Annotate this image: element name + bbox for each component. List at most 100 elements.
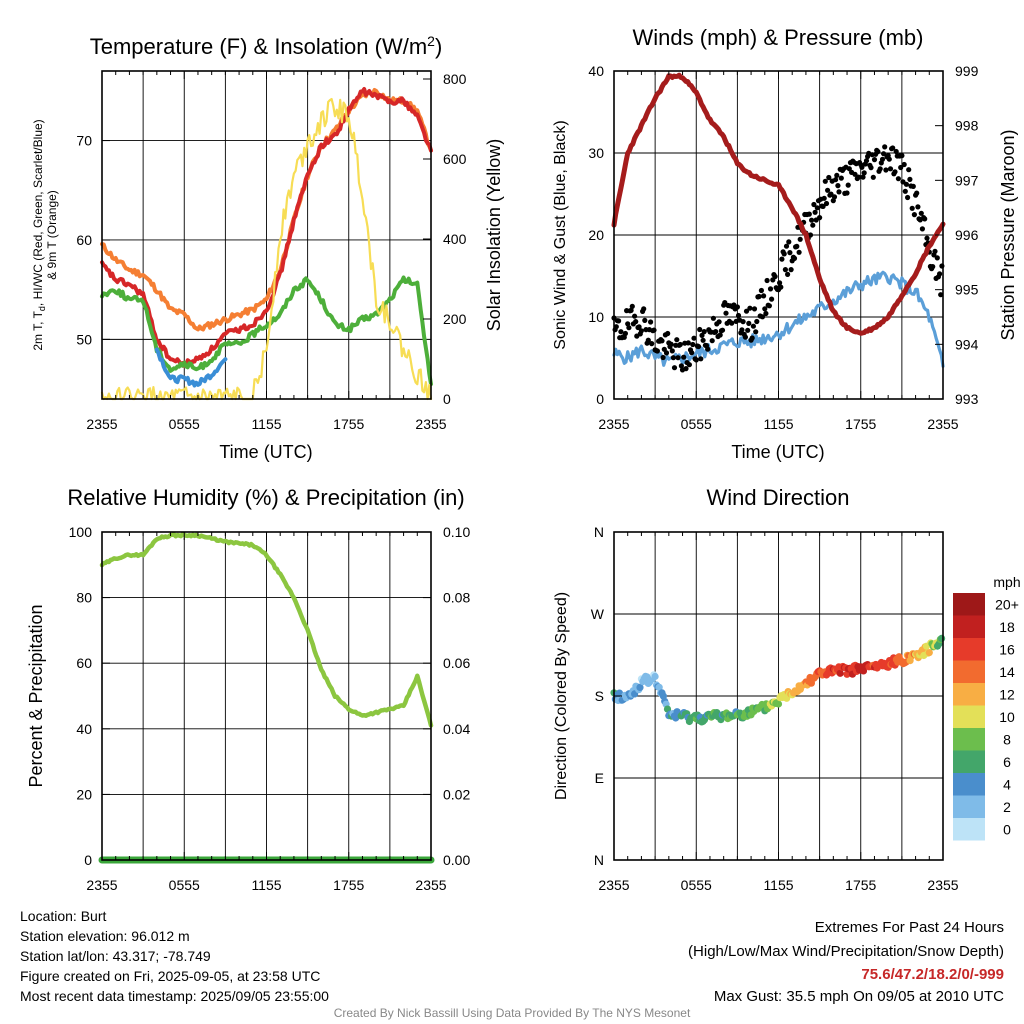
y-tick-label: 0 <box>596 391 604 407</box>
gust-point <box>860 174 866 180</box>
gust-point <box>833 177 839 183</box>
axes: 2355 0555 1155 1755 2355 N E S W N <box>591 524 959 893</box>
y-tick-label: 20 <box>588 227 604 243</box>
y-tick-label: 998 <box>955 118 979 134</box>
x-tick-label: 1755 <box>333 877 364 893</box>
rh-line <box>99 532 434 728</box>
gust-point <box>746 320 752 326</box>
legend-swatch <box>953 773 985 796</box>
gust-point <box>686 362 693 368</box>
gust-point <box>743 308 750 314</box>
gust-point <box>751 306 758 312</box>
gust-point <box>636 324 642 330</box>
y2-axis-label: Solar Insolation (Yellow) <box>484 139 504 331</box>
y-tick-label: 0.04 <box>443 721 470 737</box>
direction-point <box>938 634 946 643</box>
gust-point <box>698 356 704 362</box>
x-tick-label: 1155 <box>763 416 793 432</box>
legend-swatch <box>953 593 985 616</box>
gust-point <box>870 174 876 180</box>
gust-point <box>626 325 632 331</box>
y-tick-label: 995 <box>955 282 979 298</box>
gust-point <box>834 172 840 178</box>
y-tick-label: 0.10 <box>443 524 470 540</box>
y-tick-label: 996 <box>955 227 979 243</box>
gust-point <box>745 327 751 333</box>
gust-point <box>632 313 638 319</box>
gust-point <box>668 341 674 347</box>
gust-point <box>797 236 803 242</box>
x-tick-label: 1155 <box>763 877 793 893</box>
gust-point <box>938 292 944 298</box>
gust-point <box>863 158 870 164</box>
y-axis-label: 2m T, Td, HI/WC (Red, Green, Scarlet/Blu… <box>31 119 47 350</box>
gust-point <box>831 194 838 200</box>
chart-title: Temperature (F) & Insolation (W/m2) <box>90 33 443 59</box>
x-axis-label: Time (UTC) <box>731 442 824 462</box>
gust-point <box>625 321 631 327</box>
x-tick-label: 2355 <box>598 877 629 893</box>
y-tick-label: 70 <box>76 133 92 149</box>
y-tick-label: 600 <box>443 151 467 167</box>
gust-point <box>618 329 624 335</box>
panel-temperature: 2355 0555 1155 1755 23555060700200400600800 … <box>31 33 504 462</box>
gust-point <box>892 169 898 175</box>
gust-point <box>817 215 823 221</box>
gust-point <box>901 161 907 168</box>
gust-point <box>622 330 629 337</box>
y-tick-label: 400 <box>443 231 467 247</box>
gust-point <box>649 341 655 347</box>
location-text: Location: Burt <box>20 908 107 924</box>
gust-point <box>762 306 768 312</box>
gust-point <box>761 293 767 299</box>
gust-point <box>675 355 681 361</box>
gust-point <box>753 329 759 335</box>
gust-point <box>844 190 850 196</box>
gust-point <box>852 171 858 177</box>
gust-point <box>764 277 770 284</box>
gust-point <box>934 255 940 261</box>
extremes-subtitle: (High/Low/Max Wind/Precipitation/Snow De… <box>688 943 1004 960</box>
gust-point <box>861 170 867 176</box>
gust-point <box>701 329 707 335</box>
gust-point <box>665 330 671 337</box>
x-tick-label: 1155 <box>251 877 281 893</box>
gust-point <box>932 248 938 254</box>
gust-point <box>633 319 639 325</box>
gust-point <box>915 204 921 210</box>
legend-swatch <box>953 795 985 818</box>
gust-point <box>641 306 647 312</box>
legend-swatch <box>953 615 985 638</box>
gust-point <box>750 323 757 329</box>
gust-point <box>689 350 695 356</box>
direction-point <box>925 649 933 657</box>
gust-point <box>616 318 622 324</box>
gust-point <box>678 363 685 369</box>
y-tick-label: 200 <box>443 311 467 327</box>
gust-point <box>914 190 920 196</box>
x-tick-label: 0555 <box>681 416 712 432</box>
legend-swatch <box>953 705 985 728</box>
legend-label: 18 <box>999 619 1015 635</box>
axes: 2355 0555 1155 1755 2355 0 20 40 60 80 100 0.00 0.02… <box>69 524 471 893</box>
gust-point <box>628 307 634 313</box>
direction-point <box>836 669 844 677</box>
gust-point <box>836 189 842 195</box>
gust-point <box>659 338 665 344</box>
gust-point <box>693 357 699 363</box>
legend-label: 16 <box>999 641 1015 657</box>
direction-point <box>655 683 663 691</box>
gust-point <box>788 267 794 273</box>
x-tick-label: 1155 <box>251 416 281 432</box>
gust-point <box>794 243 800 249</box>
x-tick-label: 0555 <box>169 877 200 893</box>
gust-point <box>906 167 912 173</box>
gust-point <box>660 354 666 361</box>
legend-swatch <box>953 818 985 841</box>
recent-data-text: Most recent data timestamp: 2025/09/05 2… <box>20 988 329 1004</box>
gust-point <box>734 304 741 310</box>
grid <box>102 532 431 860</box>
grid <box>614 532 943 860</box>
gust-point <box>835 183 841 189</box>
